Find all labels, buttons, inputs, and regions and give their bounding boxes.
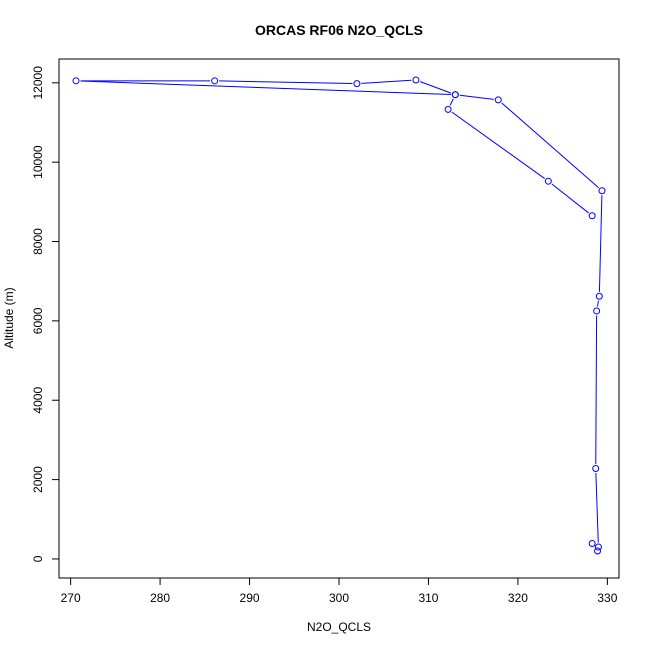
data-point — [594, 547, 602, 555]
series-segment — [598, 195, 603, 292]
series-segment — [219, 80, 353, 85]
series-segment — [80, 80, 451, 96]
data-point — [211, 77, 219, 85]
data-point — [595, 292, 603, 300]
series-layer — [72, 76, 606, 555]
x-tick-label: 300 — [329, 591, 349, 605]
plot-frame — [58, 58, 620, 579]
data-point — [494, 96, 502, 104]
data-point — [593, 307, 601, 315]
y-tick-label: 10000 — [31, 145, 45, 179]
series-segment — [501, 102, 599, 189]
y-axis-label: Altitude (m) — [2, 287, 16, 348]
series-segment — [596, 300, 600, 307]
y-tick-label: 6000 — [31, 307, 45, 334]
data-point — [544, 177, 552, 185]
y-tick-label: 4000 — [31, 387, 45, 414]
data-point — [588, 212, 596, 220]
data-point — [592, 464, 600, 472]
y-tick-label: 8000 — [31, 228, 45, 255]
y-tick-label: 12000 — [31, 66, 45, 100]
data-point — [72, 77, 80, 85]
series-segment — [451, 111, 545, 179]
series-segment — [595, 315, 598, 464]
x-tick-label: 310 — [418, 591, 438, 605]
series-segment — [459, 94, 494, 100]
data-point — [412, 76, 420, 84]
data-point — [588, 539, 596, 547]
data-point — [598, 187, 606, 195]
x-tick-label: 320 — [508, 591, 528, 605]
chart-title: ORCAS RF06 N2O_QCLS — [255, 22, 423, 38]
x-tick-label: 290 — [240, 591, 260, 605]
data-point — [353, 80, 361, 88]
x-tick-label: 330 — [597, 591, 617, 605]
y-tick-label: 0 — [31, 555, 45, 562]
x-tick-label: 280 — [150, 591, 170, 605]
x-axis: 270 280 290 300 310 320 330 — [61, 577, 618, 605]
series-segment — [551, 183, 589, 214]
data-point — [444, 105, 452, 113]
x-tick-label: 270 — [61, 591, 81, 605]
series-segment — [595, 472, 599, 543]
series-segment — [419, 81, 452, 94]
data-point — [451, 91, 459, 99]
x-axis-label: N2O_QCLS — [307, 620, 371, 634]
series-segment — [361, 79, 412, 84]
series-segment — [449, 98, 454, 106]
y-tick-label: 2000 — [31, 466, 45, 493]
data-point — [594, 543, 602, 551]
y-axis: 0 2000 4000 6000 8000 10000 12000 — [31, 66, 60, 562]
